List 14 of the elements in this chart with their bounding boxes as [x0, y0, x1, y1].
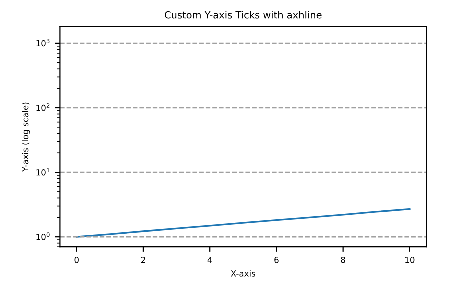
y-tick-label: 10$^{1}$ — [36, 168, 50, 176]
y-axis-title: Y-axis (log scale) — [22, 102, 30, 172]
x-tick-label: 4 — [208, 257, 212, 264]
y-tick-label: 10$^{0}$ — [36, 232, 50, 240]
x-axis-title: X-axis — [231, 270, 256, 277]
chart-title: Custom Y-axis Ticks with axhline — [165, 11, 322, 19]
y-tick-label: 10$^{3}$ — [36, 39, 50, 47]
line-series — [76, 208, 411, 238]
x-tick-label: 10 — [406, 256, 415, 264]
x-tick-label: 2 — [141, 256, 146, 264]
y-tick-label: 10$^{2}$ — [36, 104, 50, 112]
x-tick-label: 0 — [74, 256, 79, 264]
x-tick-label: 6 — [274, 256, 279, 264]
x-tick-label: 8 — [341, 256, 346, 264]
